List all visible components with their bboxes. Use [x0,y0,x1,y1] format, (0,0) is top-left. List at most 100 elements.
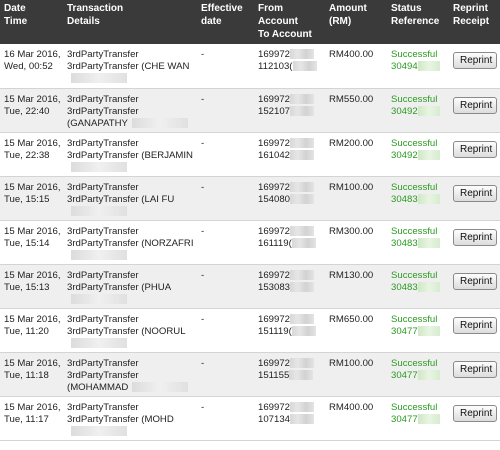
transaction-payee-extra [67,249,193,262]
header-status-reference: Status Reference [391,3,440,27]
transaction-payee-extra: (MOHAMMAD [67,382,193,394]
redacted-block [71,337,127,348]
from-account: 169972 [258,358,321,370]
to-account: 151119( [258,326,321,338]
redacted-block [292,61,317,72]
transaction-type: 3rdPartyTransfer [67,269,139,281]
table-row: 16 Mar 2016, Wed, 00:52 3rdPartyTransfer… [0,44,500,88]
redacted-block [290,401,315,412]
date-time-cell: 15 Mar 2016, Tue, 11:20 [0,308,63,352]
transaction-payee: 3rdPartyTransfer (LAI FU [67,193,175,205]
reprint-button[interactable]: Reprint [453,140,497,158]
transaction-payee: 3rdPartyTransfer (MOHD [67,413,174,425]
status-cell: Successful 30492 [387,132,449,176]
redacted-block [417,281,440,292]
from-account: 169972 [258,314,321,326]
table-row: 15 Mar 2016, Tue, 11:18 3rdPartyTransfer… [0,352,500,396]
time-text: Tue, 11:20 [4,325,49,337]
reference-number: 30477 [391,326,440,337]
redacted-block [417,193,440,204]
transaction-payee-extra [67,425,193,438]
date-time-cell: 15 Mar 2016, Tue, 11:17 [0,396,63,440]
date-text: 15 Mar 2016, [4,269,61,281]
status-text: Successful [391,357,438,369]
transaction-payee: 3rdPartyTransfer (PHUA [67,281,172,293]
reprint-cell: Reprint [449,220,500,264]
redacted-block [417,61,440,72]
transaction-payee-extra [67,337,193,350]
reprint-button[interactable]: Reprint [453,316,497,334]
table-row: 15 Mar 2016, Tue, 15:15 3rdPartyTransfer… [0,176,500,220]
reprint-cell: Reprint [449,396,500,440]
transaction-type: 3rdPartyTransfer [67,137,139,149]
reprint-cell: Reprint [449,308,500,352]
redacted-block [290,281,315,292]
to-account: 152107 [258,106,321,118]
redacted-block [71,161,127,172]
reference-number: 30492 [391,106,440,117]
status-text: Successful [391,93,438,105]
date-text: 15 Mar 2016, [4,137,61,149]
transaction-details-cell: 3rdPartyTransfer 3rdPartyTransfer (MOHAM… [63,352,197,396]
to-account: 161042 [258,150,321,162]
time-text: Wed, 00:52 [4,61,53,72]
status-cell: Successful 30492 [387,88,449,132]
header-amount: Amount (RM) [329,3,367,27]
amount-cell: RM550.00 [329,93,374,105]
transaction-payee-extra: (GANAPATHY [67,118,193,130]
reprint-button[interactable]: Reprint [453,404,497,422]
reprint-button[interactable]: Reprint [453,272,497,290]
time-text: Tue, 22:40 [4,105,50,117]
table-row: 15 Mar 2016, Tue, 22:40 3rdPartyTransfer… [0,88,500,132]
account-cell: 169972 107134 [254,396,325,440]
time-text: Tue, 22:38 [4,149,50,161]
transaction-details-cell: 3rdPartyTransfer 3rdPartyTransfer (GANAP… [63,88,197,132]
redacted-block [290,413,315,424]
redacted-block [71,73,127,84]
transaction-details-cell: 3rdPartyTransfer 3rdPartyTransfer (NORZA… [63,220,197,264]
header-from-to-account: From Account To Account [258,3,312,40]
table-row: 15 Mar 2016, Tue, 22:38 3rdPartyTransfer… [0,132,500,176]
status-text: Successful [391,181,438,193]
status-cell: Successful 30477 [387,308,449,352]
redacted-block [290,149,315,160]
redacted-block [290,313,315,324]
from-account: 169972 [258,182,321,194]
status-text: Successful [391,49,438,60]
reprint-button[interactable]: Reprint [453,52,497,69]
redacted-block [290,225,315,236]
transaction-details-cell: 3rdPartyTransfer 3rdPartyTransfer (LAI F… [63,176,197,220]
reprint-button[interactable]: Reprint [453,96,497,114]
transaction-payee-extra [67,73,193,85]
status-cell: Successful 30477 [387,396,449,440]
table-row: 15 Mar 2016, Tue, 11:20 3rdPartyTransfer… [0,308,500,352]
status-text: Successful [391,313,438,325]
amount-cell: RM400.00 [329,49,374,60]
to-account: 107134 [258,414,321,426]
table-body: 16 Mar 2016, Wed, 00:52 3rdPartyTransfer… [0,44,500,440]
redacted-block [290,269,315,280]
reprint-button[interactable]: Reprint [453,184,497,202]
reference-number: 30483 [391,238,440,249]
header-transaction-details: Transaction Details [67,3,124,27]
reprint-cell: Reprint [449,88,500,132]
effective-date-cell: - [201,269,205,281]
transaction-payee: 3rdPartyTransfer (NOORUL [67,325,186,337]
effective-date-cell: - [201,137,205,149]
status-cell: Successful 30494 [387,44,449,88]
redacted-block [417,325,440,336]
to-account: 154080 [258,194,321,206]
reprint-button[interactable]: Reprint [453,360,497,378]
amount-cell: RM200.00 [329,137,374,149]
transaction-details-cell: 3rdPartyTransfer 3rdPartyTransfer (BERJA… [63,132,197,176]
redacted-block [290,137,315,148]
time-text: Tue, 11:17 [4,413,49,425]
time-text: Tue, 15:15 [4,193,50,205]
reprint-button[interactable]: Reprint [453,228,497,246]
redacted-block [291,325,316,336]
transaction-type: 3rdPartyTransfer [67,357,139,369]
header-reprint-receipt: Reprint Receipt [453,3,490,27]
table-row: 15 Mar 2016, Tue, 11:17 3rdPartyTransfer… [0,396,500,440]
date-time-cell: 15 Mar 2016, Tue, 15:15 [0,176,63,220]
date-time-cell: 16 Mar 2016, Wed, 00:52 [0,44,63,88]
